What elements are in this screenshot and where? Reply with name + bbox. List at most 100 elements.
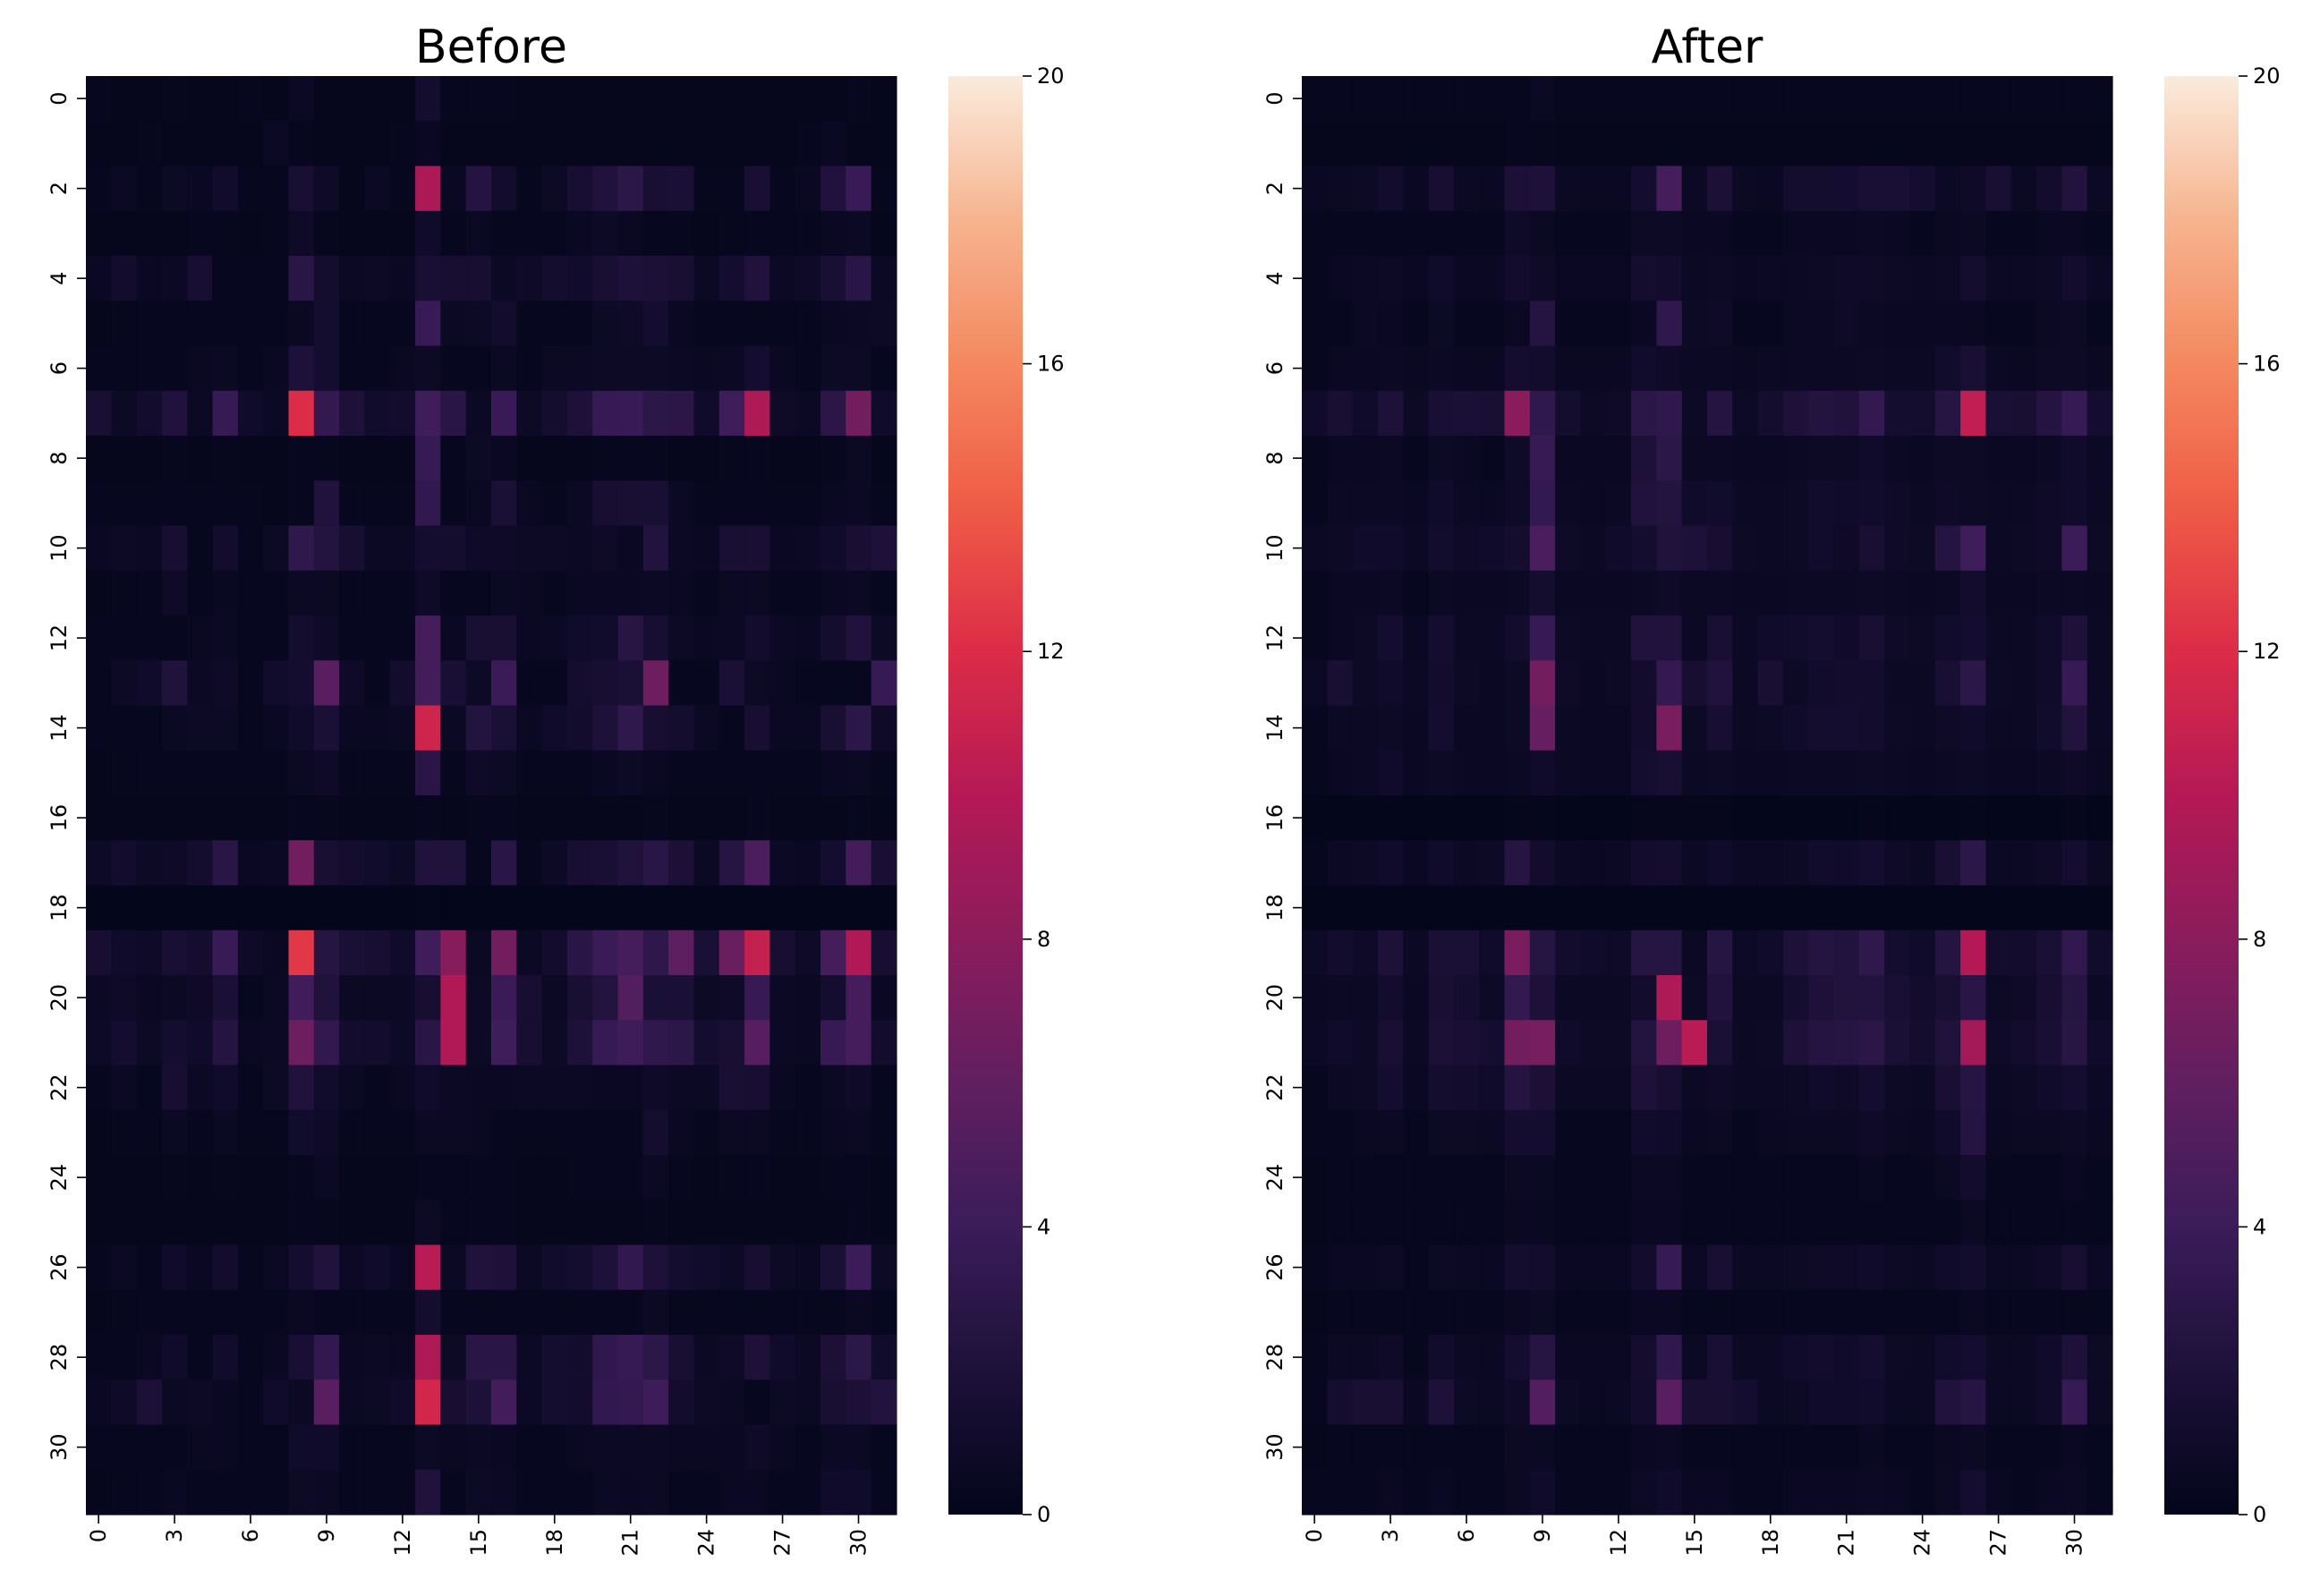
heatmap-cell xyxy=(1808,345,1835,392)
heatmap-cell xyxy=(795,345,821,392)
heatmap-cell xyxy=(1985,840,2012,887)
heatmap-cell xyxy=(339,1424,366,1471)
heatmap-cell xyxy=(1985,345,2012,392)
heatmap-cell xyxy=(2061,76,2088,122)
heatmap-cell xyxy=(237,480,264,527)
heatmap-cell xyxy=(136,1065,163,1111)
heatmap-cell xyxy=(2010,390,2037,437)
heatmap-cell xyxy=(161,840,188,887)
heatmap-cell xyxy=(1934,795,1961,841)
heatmap-cell xyxy=(2061,301,2088,347)
heatmap-cell xyxy=(2061,1380,2088,1426)
heatmap-cell xyxy=(1453,436,1480,481)
heatmap-cell xyxy=(288,1335,315,1380)
heatmap-cell xyxy=(1934,1109,1961,1156)
y-tick-label: 16 xyxy=(1262,804,1287,832)
heatmap-cell xyxy=(440,750,467,796)
y-tick-label: 16 xyxy=(47,804,72,832)
heatmap-cell xyxy=(566,480,593,527)
heatmap-cell xyxy=(313,480,340,527)
colorbar-tick-label: 12 xyxy=(1037,639,1065,664)
heatmap-cell xyxy=(1833,930,1860,976)
heatmap-cell xyxy=(1808,615,1835,661)
heatmap-cell xyxy=(1352,1380,1379,1426)
heatmap-cell xyxy=(2010,1065,2037,1111)
heatmap-cell xyxy=(86,1020,112,1066)
heatmap-cell xyxy=(1631,1065,1657,1111)
heatmap-cell xyxy=(617,705,644,751)
heatmap-cell xyxy=(1985,930,2012,976)
heatmap-cell xyxy=(642,166,669,212)
heatmap-cell xyxy=(769,975,796,1021)
heatmap-cell xyxy=(313,660,340,707)
heatmap-cell xyxy=(1453,1469,1480,1515)
heatmap-cell xyxy=(1858,256,1885,301)
x-tick-label: 15 xyxy=(466,1529,491,1557)
heatmap-cell xyxy=(1580,301,1607,347)
heatmap-cell xyxy=(440,121,467,167)
heatmap-cell xyxy=(1302,1109,1328,1156)
heatmap-cell xyxy=(718,750,745,796)
heatmap-cell xyxy=(1529,885,1556,931)
heatmap-cell xyxy=(364,1155,391,1201)
heatmap-cell xyxy=(642,795,669,841)
heatmap-cell xyxy=(617,301,644,347)
heatmap-cell xyxy=(364,660,391,707)
heatmap-cell xyxy=(1681,1380,1708,1426)
heatmap-cell xyxy=(592,1469,619,1515)
heatmap-cell xyxy=(1428,1200,1455,1246)
heatmap-cell xyxy=(516,1200,543,1246)
heatmap-cell xyxy=(364,1109,391,1156)
heatmap-cell xyxy=(1985,166,2012,212)
heatmap-cell xyxy=(1884,166,1911,212)
heatmap-cell xyxy=(693,121,720,167)
heatmap-cell xyxy=(846,166,872,212)
heatmap-cell xyxy=(718,705,745,751)
heatmap-cell xyxy=(1909,930,1936,976)
heatmap-cell xyxy=(111,1155,138,1201)
heatmap-cell xyxy=(617,1380,644,1426)
heatmap-cell xyxy=(668,1380,695,1426)
heatmap-cell xyxy=(871,1244,897,1291)
heatmap-cell xyxy=(2036,750,2062,796)
heatmap-cell xyxy=(1555,1469,1582,1515)
heatmap-cell xyxy=(1529,1109,1556,1156)
heatmap-cell xyxy=(111,1380,138,1426)
heatmap-cell xyxy=(592,76,619,122)
heatmap-cell xyxy=(617,345,644,392)
heatmap-cell xyxy=(1529,930,1556,976)
y-tick-label: 10 xyxy=(47,534,72,562)
heatmap-cell xyxy=(1757,840,1784,887)
heatmap-cell xyxy=(1631,1109,1657,1156)
heatmap-cell xyxy=(313,795,340,841)
heatmap-cell xyxy=(2061,930,2088,976)
heatmap-cell xyxy=(617,436,644,481)
heatmap-cell xyxy=(1302,121,1328,167)
heatmap-cell xyxy=(389,121,416,167)
heatmap-cell xyxy=(2086,1109,2113,1156)
heatmap-cell xyxy=(1428,121,1455,167)
heatmap-cell xyxy=(718,390,745,437)
heatmap-cell xyxy=(1377,345,1404,392)
heatmap-cell xyxy=(1377,301,1404,347)
heatmap-cell xyxy=(313,1244,340,1291)
heatmap-cell xyxy=(617,390,644,437)
heatmap-cell xyxy=(389,256,416,301)
heatmap-cell xyxy=(1985,1155,2012,1201)
heatmap-cell xyxy=(1529,436,1556,481)
heatmap-cell xyxy=(1985,121,2012,167)
heatmap-cell xyxy=(642,1155,669,1201)
heatmap-cell xyxy=(592,345,619,392)
heatmap-cell xyxy=(1605,76,1632,122)
heatmap-cell xyxy=(592,121,619,167)
heatmap-cell xyxy=(1757,1335,1784,1380)
heatmap-cell xyxy=(212,256,239,301)
heatmap-cell xyxy=(187,1244,214,1291)
heatmap-cell xyxy=(1327,795,1354,841)
heatmap-cell xyxy=(820,210,846,257)
heatmap-cell xyxy=(1656,345,1683,392)
heatmap-cell xyxy=(871,256,897,301)
heatmap-cell xyxy=(1757,1065,1784,1111)
heatmap-cell xyxy=(2061,1065,2088,1111)
